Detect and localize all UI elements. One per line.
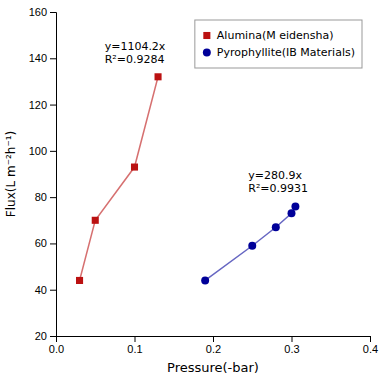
- tick: 120: [29, 99, 56, 111]
- tick-label: 40: [35, 284, 47, 296]
- tick: 20: [35, 330, 56, 342]
- point: [291, 202, 299, 210]
- legend-item: Pyrophyllite(IB Materials): [203, 46, 355, 59]
- tick-label: 0.1: [127, 343, 142, 355]
- point: [131, 164, 138, 171]
- tick-mark: [50, 151, 56, 152]
- tick-label: 100: [29, 145, 47, 157]
- plot-area: 0.0 0.1 0.2 0.3 0.4 20 40 60 80 100 120 140 160 y=110…: [29, 6, 379, 355]
- tick-mark: [50, 336, 56, 337]
- tick: 160: [29, 6, 56, 18]
- y-axis-title: Flux(L m⁻²h⁻¹): [4, 131, 18, 217]
- series-line: [80, 77, 159, 281]
- annotation: y=1104.2xR²=0.9284: [105, 40, 166, 66]
- tick-label: 140: [29, 52, 47, 64]
- y-axis: 20 40 60 80 100 120 140 160: [29, 6, 57, 342]
- tick-mark: [292, 336, 293, 342]
- tick-mark: [370, 336, 371, 342]
- tick: 0.1: [127, 336, 142, 355]
- tick-label: 160: [29, 6, 47, 18]
- tick-mark: [50, 290, 56, 291]
- legend-item: Alumina(M eidensha): [203, 29, 333, 42]
- legend-box: [195, 20, 362, 68]
- tick-label: 120: [29, 99, 47, 111]
- point: [76, 277, 83, 284]
- tick-label: 0.0: [49, 343, 64, 355]
- point: [92, 217, 99, 224]
- tick: 140: [29, 52, 56, 64]
- legend-marker: [203, 49, 211, 57]
- legend-marker: [203, 32, 210, 39]
- point: [248, 242, 256, 250]
- tick-label: 0.4: [363, 343, 378, 355]
- tick-label: 0.3: [284, 343, 299, 355]
- tick: 80: [35, 191, 56, 203]
- series-line: [205, 206, 295, 280]
- tick-mark: [213, 336, 214, 342]
- axis-line: [57, 337, 371, 343]
- tick-label: 80: [35, 191, 47, 203]
- tick: 40: [35, 284, 56, 296]
- tick: 0.2: [206, 336, 221, 355]
- tick-mark: [50, 197, 56, 198]
- tick-mark: [135, 336, 136, 342]
- tick: 60: [35, 237, 56, 249]
- tick-label: 0.2: [206, 343, 221, 355]
- legend-label: Pyrophyllite(IB Materials): [217, 46, 355, 59]
- legend-label: Alumina(M eidensha): [217, 29, 334, 42]
- tick-mark: [50, 105, 56, 106]
- point: [272, 223, 280, 231]
- legend: Alumina(M eidensha) Pyrophyllite(IB Mater…: [195, 20, 362, 68]
- tick: 0.0: [49, 336, 64, 355]
- tick-label: 20: [35, 330, 47, 342]
- point: [155, 73, 162, 80]
- tick-mark: [50, 58, 56, 59]
- chart: 0.0 0.1 0.2 0.3 0.4 20 40 60 80 100 120 140 160 y=110…: [0, 0, 384, 382]
- tick: 0.4: [363, 336, 378, 355]
- x-axis: 0.0 0.1 0.2 0.3 0.4: [49, 336, 378, 355]
- tick-mark: [50, 12, 56, 13]
- tick: 100: [29, 145, 56, 157]
- point: [288, 209, 296, 217]
- tick: 0.3: [284, 336, 299, 355]
- tick-label: 60: [35, 237, 47, 249]
- point: [201, 276, 209, 284]
- tick-mark: [50, 243, 56, 244]
- x-axis-title: Pressure(-bar): [167, 360, 259, 375]
- annotation: y=280.9xR²=0.9931: [248, 169, 308, 195]
- axis-line: [50, 13, 57, 337]
